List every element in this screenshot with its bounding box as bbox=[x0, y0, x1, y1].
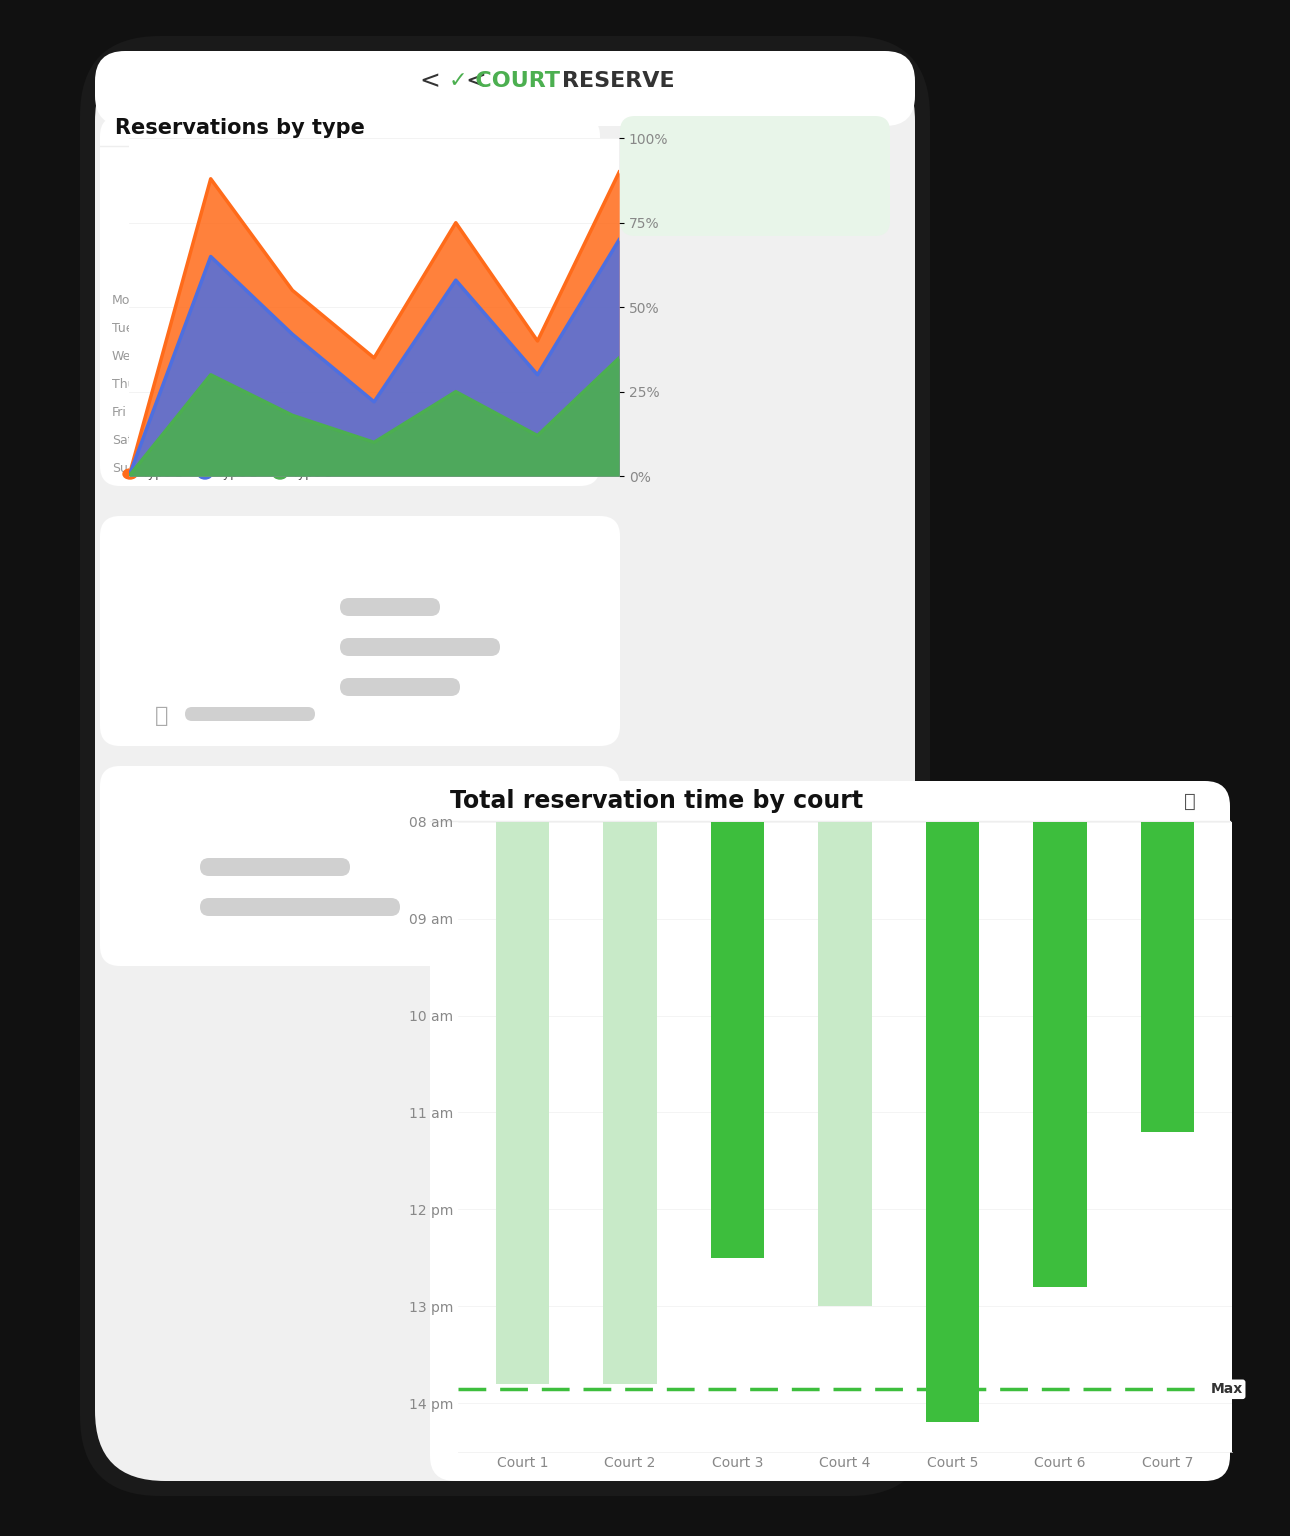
FancyBboxPatch shape bbox=[341, 598, 440, 616]
FancyBboxPatch shape bbox=[95, 51, 915, 1481]
FancyBboxPatch shape bbox=[430, 780, 1229, 1481]
Bar bbox=[1033, 822, 1086, 1287]
Text: Type 1: Type 1 bbox=[142, 467, 183, 481]
Text: 📅: 📅 bbox=[1184, 791, 1196, 811]
FancyBboxPatch shape bbox=[341, 637, 501, 656]
FancyBboxPatch shape bbox=[620, 117, 890, 237]
FancyBboxPatch shape bbox=[95, 51, 915, 126]
Bar bbox=[604, 822, 657, 1384]
Text: <: < bbox=[466, 69, 494, 94]
Text: Total reservation time by court: Total reservation time by court bbox=[450, 790, 863, 813]
FancyBboxPatch shape bbox=[184, 707, 315, 720]
FancyBboxPatch shape bbox=[101, 516, 620, 746]
Text: Max: Max bbox=[1210, 1382, 1242, 1396]
Text: Wed: Wed bbox=[112, 350, 139, 364]
Text: ✓ COURT: ✓ COURT bbox=[449, 71, 560, 91]
Ellipse shape bbox=[197, 468, 212, 479]
Ellipse shape bbox=[273, 468, 286, 479]
Text: Type 3: Type 3 bbox=[292, 467, 333, 481]
FancyBboxPatch shape bbox=[80, 35, 930, 1496]
Text: Mon: Mon bbox=[112, 295, 138, 307]
Bar bbox=[495, 822, 550, 1384]
Bar bbox=[818, 822, 872, 1306]
Text: Thu: Thu bbox=[112, 378, 135, 392]
Bar bbox=[1140, 822, 1195, 1132]
FancyBboxPatch shape bbox=[200, 859, 350, 876]
Text: Sat: Sat bbox=[112, 435, 133, 447]
Text: Tue: Tue bbox=[112, 323, 133, 335]
FancyBboxPatch shape bbox=[341, 677, 461, 696]
Text: RESERVE: RESERVE bbox=[562, 71, 675, 91]
FancyBboxPatch shape bbox=[200, 899, 400, 915]
Text: Fri: Fri bbox=[112, 407, 126, 419]
FancyBboxPatch shape bbox=[101, 117, 600, 485]
Text: <: < bbox=[419, 69, 440, 94]
Bar bbox=[711, 822, 764, 1258]
Ellipse shape bbox=[123, 468, 137, 479]
Text: Sun: Sun bbox=[112, 462, 135, 476]
Text: ⏻: ⏻ bbox=[155, 707, 169, 727]
Text: Reservations by type: Reservations by type bbox=[115, 118, 365, 138]
Text: Type 2: Type 2 bbox=[217, 467, 258, 481]
FancyBboxPatch shape bbox=[101, 766, 620, 966]
Bar bbox=[926, 822, 979, 1422]
